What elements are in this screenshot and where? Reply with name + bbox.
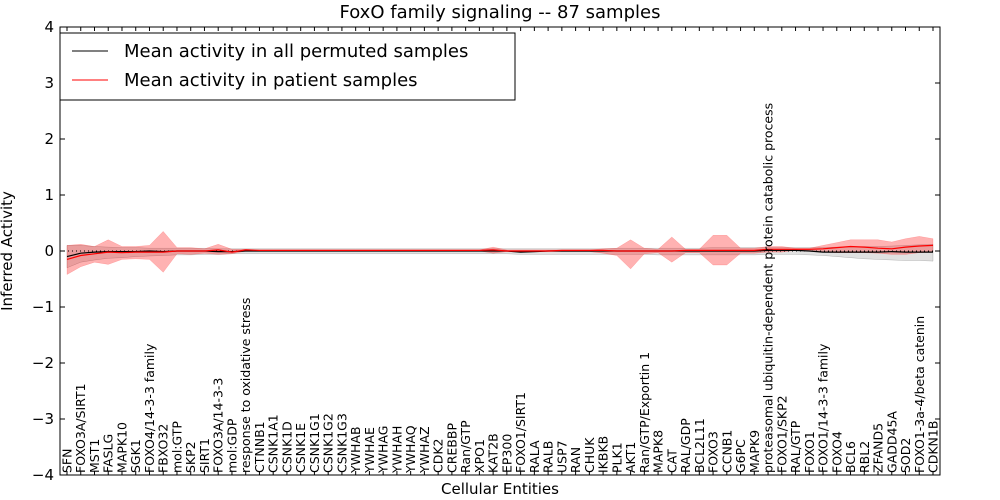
x-tick-label: FOXO1/SKP2 [774, 395, 789, 473]
legend: Mean activity in all permuted samples Me… [59, 32, 516, 101]
x-tick-label: RALB [541, 441, 556, 473]
x-tick-label: FOXO4/14-3-3 family [142, 343, 157, 473]
x-tick-label: YWHAQ [403, 425, 418, 474]
x-tick-label: mol:GTP [170, 421, 185, 473]
x-tick-label: YWHAE [362, 427, 377, 474]
x-tick-label: Ran/GTP [458, 420, 473, 473]
x-tick-label: AKT1 [623, 442, 638, 473]
x-tick-label: FOXO1/SIRT1 [513, 392, 528, 473]
x-axis-label: Cellular Entities [441, 480, 559, 498]
y-tick-label: −1 [32, 298, 54, 316]
x-tick-label: CTNNB1 [252, 421, 267, 473]
y-tick-label: −2 [32, 354, 54, 372]
y-axis-label: Inferred Activity [0, 191, 16, 311]
x-tick-label: SFN [60, 449, 75, 473]
x-tick-label: FOXO3A/SIRT1 [73, 383, 88, 473]
y-tick-label: 4 [44, 18, 54, 36]
x-tick-label: MAPK8 [651, 430, 666, 473]
x-tick-label: EP300 [499, 434, 514, 473]
y-tick-label: −3 [32, 410, 54, 428]
x-tick-label: CAT [664, 449, 679, 473]
x-tick-label: XPO1 [472, 439, 487, 473]
x-tick-label: FOXO1/14-3-3 family [816, 343, 831, 473]
x-tick-label: FOXO3 [706, 431, 721, 473]
permuted-samples-band [66, 244, 934, 269]
x-tick-label: mol:GDP [225, 418, 240, 473]
series-lines [66, 244, 934, 260]
x-axis: SFNFOXO3A/SIRT1MST1FASLGMAPK10SGK1FOXO4/… [60, 27, 941, 475]
x-tick-label: YWHAB [348, 426, 363, 474]
x-tick-label: CREBBP [444, 423, 459, 473]
legend-label-patient: Mean activity in patient samples [124, 70, 418, 91]
x-tick-label: USP7 [554, 440, 569, 473]
legend-label-permuted: Mean activity in all permuted samples [124, 41, 468, 62]
y-tick-label: 2 [44, 130, 54, 148]
y-tick-label: 0 [44, 242, 54, 260]
x-tick-label: SGK1 [128, 439, 143, 473]
chart-title: FoxO family signaling -- 87 samples [340, 2, 661, 23]
y-tick-label: 1 [44, 186, 54, 204]
x-tick-label: CHUK [582, 437, 597, 473]
y-axis: −4 −3 −2 −1 0 1 2 3 4 [32, 18, 940, 484]
x-tick-label: BCL6 [843, 441, 858, 473]
x-tick-label: GADD45A [884, 411, 899, 473]
x-tick-label: RALA [527, 440, 542, 473]
x-tick-label: FOXO1 [802, 431, 817, 473]
x-tick-label: FASLG [101, 434, 116, 473]
x-tick-label: FOXO1-3a-4/beta catenin [912, 316, 927, 473]
x-tick-label: CSNK1G3 [334, 413, 349, 473]
x-tick-label: CCNB1 [719, 430, 734, 473]
x-tick-label: SIRT1 [197, 438, 212, 473]
x-tick-label: RAN [568, 447, 583, 473]
x-tick-label: MAPK9 [747, 430, 762, 473]
x-tick-label: SKP2 [183, 441, 198, 473]
x-tick-label: CSNK1E [293, 423, 308, 473]
x-tick-label: SOD2 [898, 438, 913, 473]
x-tick-label: response to oxidative stress [238, 298, 253, 473]
patient-mean-line [66, 244, 934, 260]
x-tick-label: RAL/GTP [788, 420, 803, 473]
x-tick-label: IKBKB [596, 436, 611, 473]
x-tick-label: proteasomal ubiquitin-dependent protein … [761, 103, 776, 473]
x-tick-label: CSNK1G2 [321, 413, 336, 473]
confidence-bands [66, 231, 934, 275]
x-tick-label: G6PC [733, 439, 748, 473]
y-tick-label: 3 [44, 74, 54, 92]
x-tick-label: CSNK1D [279, 421, 294, 473]
x-tick-label: YWHAG [376, 426, 391, 474]
x-tick-label: Ran/GTP/Exportin 1 [637, 352, 652, 473]
x-tick-label: YWHAH [389, 426, 404, 474]
y-tick-label: −4 [32, 466, 54, 484]
x-tick-label: CSNK1A1 [266, 414, 281, 473]
x-tick-label: CSNK1G1 [307, 413, 322, 473]
x-tick-label: PLK1 [609, 442, 624, 473]
x-tick-label: CDKN1B [926, 421, 941, 473]
x-tick-label: FBXO32 [156, 424, 171, 473]
x-tick-label: YWHAZ [417, 426, 432, 474]
x-tick-label: ZFAND5 [871, 423, 886, 473]
x-tick-label: RBL2 [857, 441, 872, 473]
x-tick-label: MST1 [87, 439, 102, 473]
x-tick-label: FOXO4 [829, 431, 844, 473]
legend-box [59, 32, 516, 101]
x-tick-label: FOXO3A/14-3-3 [211, 378, 226, 473]
x-tick-label: MAPK10 [115, 422, 130, 473]
x-tick-label: KAT2B [486, 433, 501, 473]
x-tick-label: CDK2 [431, 438, 446, 473]
x-tick-label: RAL/GDP [678, 418, 693, 473]
x-tick-label: BCL2L11 [692, 418, 707, 473]
